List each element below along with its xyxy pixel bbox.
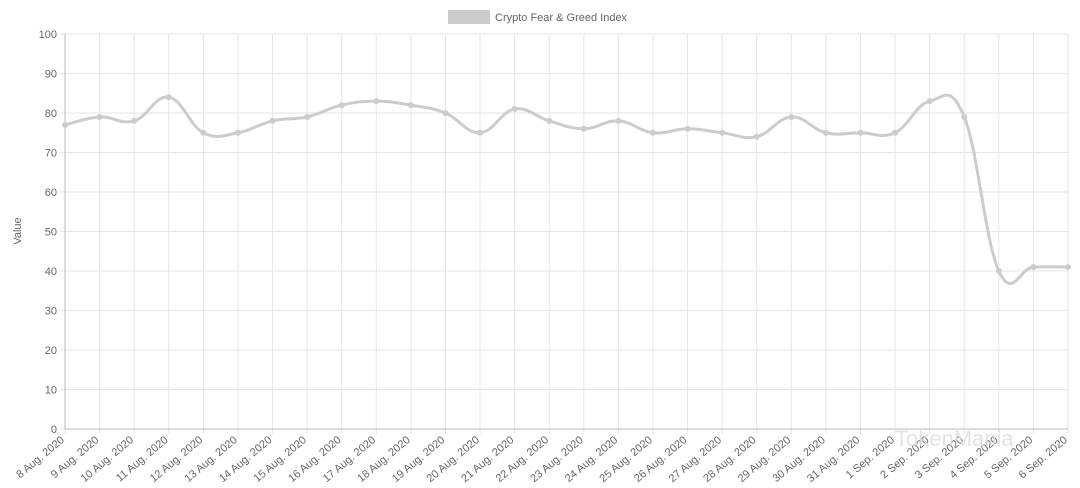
point — [477, 129, 484, 136]
point — [649, 129, 656, 136]
watermark: TokenMania — [895, 426, 1014, 451]
y-axis-label: Value — [12, 217, 24, 244]
point — [546, 117, 553, 124]
point — [373, 98, 380, 105]
point — [857, 129, 864, 136]
y-tick-label: 50 — [45, 227, 57, 239]
point — [684, 125, 691, 132]
legend-label: Crypto Fear & Greed Index — [495, 12, 628, 24]
y-tick-label: 40 — [45, 266, 57, 278]
point — [511, 106, 518, 113]
line — [64, 93, 1069, 285]
point — [338, 102, 345, 109]
point — [1030, 264, 1037, 271]
y-tick-label: 80 — [45, 108, 57, 120]
point — [96, 113, 103, 120]
point — [995, 268, 1002, 274]
point — [131, 117, 138, 124]
point — [304, 113, 311, 120]
y-tick-label: 20 — [45, 345, 57, 357]
point — [753, 133, 760, 140]
y-tick-label: 30 — [45, 306, 57, 318]
point — [442, 110, 449, 116]
y-tick-label: 100 — [39, 29, 57, 41]
legend-swatch — [448, 10, 490, 24]
point — [788, 113, 795, 120]
point — [407, 102, 414, 109]
point — [892, 129, 899, 136]
y-tick-label: 10 — [45, 385, 57, 397]
point — [269, 117, 276, 124]
point — [165, 94, 172, 101]
y-tick-label: 90 — [45, 69, 57, 81]
y-tick-label: 60 — [45, 187, 57, 199]
point — [926, 98, 933, 105]
point — [615, 117, 622, 124]
point — [822, 129, 829, 136]
point — [719, 129, 726, 136]
y-tick-label: 0 — [51, 424, 57, 436]
point — [200, 129, 207, 136]
point — [580, 125, 587, 132]
y-tick-label: 70 — [45, 148, 57, 160]
point — [234, 129, 241, 136]
point — [1065, 264, 1071, 271]
point — [62, 121, 68, 128]
point — [961, 113, 968, 120]
